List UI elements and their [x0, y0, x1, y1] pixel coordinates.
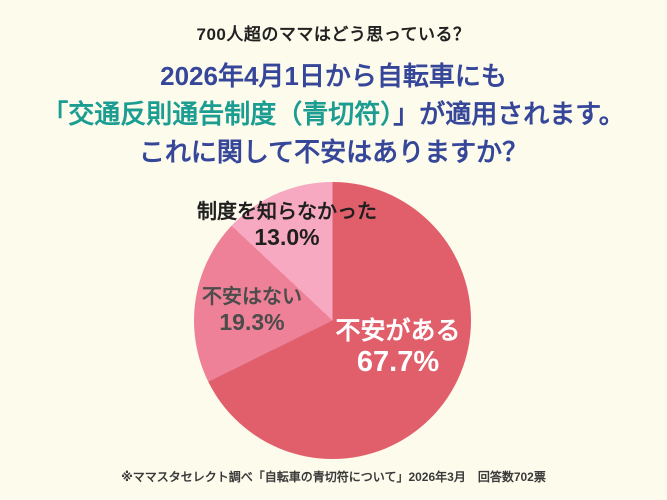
pie-label-no-anxiety-text: 不安はない — [202, 286, 302, 308]
pie-label-anxiety: 不安がある 67.7% — [278, 317, 518, 379]
pie-label-anxiety-pct: 67.7% — [356, 345, 440, 378]
heading-line-2-rest: 」が適用されます。 — [393, 99, 625, 129]
question-heading: 2026年4月1日から自転車にも 「交通反則通告制度（青切符）」が適用されます。… — [0, 57, 667, 171]
heading-highlight: 「交通反則通告制度（青切符） — [42, 99, 394, 129]
eyebrow-text: 700人超のママはどう思っている？ — [196, 25, 471, 44]
pie-chart — [194, 182, 471, 459]
source-caption: ※ママスタセレクト調べ「自転車の青切符について」2026年3月 回答数702票 — [121, 470, 546, 484]
pie-label-no-anxiety-pct: 19.3% — [219, 309, 285, 335]
pie-label-unaware: 制度を知らなかった 13.0% — [157, 201, 417, 250]
pie-label-unaware-pct: 13.0% — [254, 224, 320, 250]
heading-line-1: 2026年4月1日から自転車にも — [160, 61, 507, 91]
heading-line-2: 「交通反則通告制度（青切符）」が適用されます。 — [0, 95, 667, 133]
pie-label-unaware-text: 制度を知らなかった — [197, 201, 377, 223]
heading-line-3: これに関して不安はありますか？ — [138, 137, 529, 167]
pie-label-no-anxiety: 不安はない 19.3% — [132, 286, 372, 335]
pie-label-anxiety-text: 不安がある — [335, 317, 461, 345]
